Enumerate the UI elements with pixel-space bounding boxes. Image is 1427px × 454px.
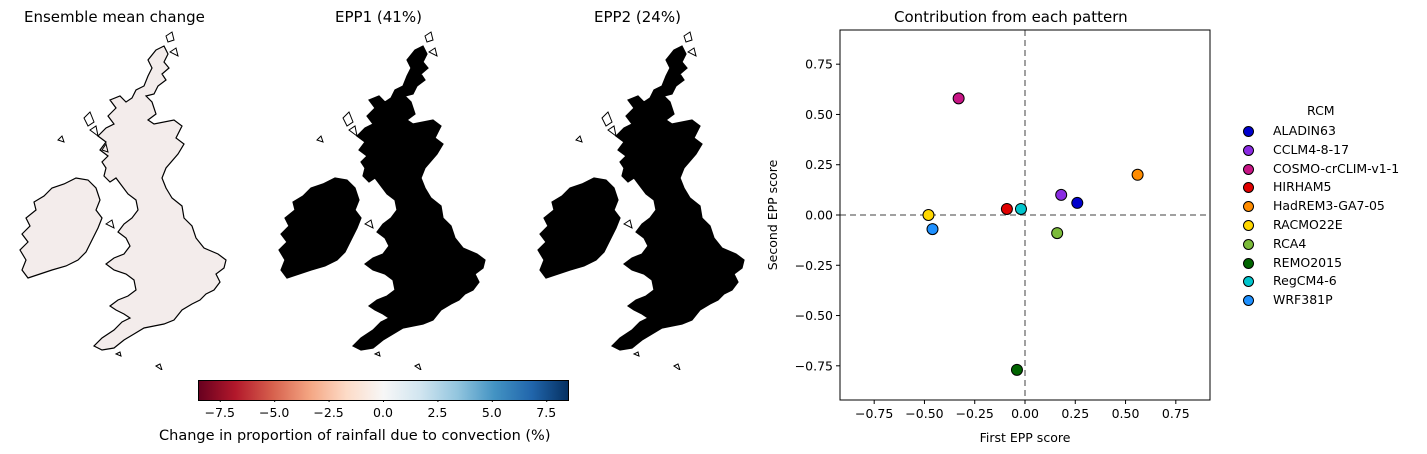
legend-label: HIRHAM5 xyxy=(1273,179,1332,195)
colorbar-tick-label: 0.0 xyxy=(373,405,393,420)
y-tick-label: 0.50 xyxy=(805,107,833,122)
x-tick-label: 0.25 xyxy=(1061,406,1089,421)
x-tick-label: −0.25 xyxy=(956,406,994,421)
x-tick-label: 0.75 xyxy=(1162,406,1190,421)
point-CCLM4-8-17 xyxy=(1055,188,1068,201)
map-title-mean: Ensemble mean change xyxy=(24,8,205,26)
x-tick-label: −0.50 xyxy=(905,406,943,421)
colorbar-tick-label: 2.5 xyxy=(427,405,448,420)
x-axis-label: First EPP score xyxy=(980,430,1071,445)
point-RCA4 xyxy=(1051,227,1064,240)
legend-marker xyxy=(1243,276,1254,288)
legend-marker xyxy=(1243,257,1254,269)
y-tick-label: −0.25 xyxy=(795,258,833,273)
legend-marker xyxy=(1243,220,1254,231)
point-WRF381P xyxy=(926,223,939,236)
legend-label: HadREM3-GA7-05 xyxy=(1273,198,1385,214)
y-tick-label: −0.50 xyxy=(795,308,833,323)
legend-marker xyxy=(1243,163,1254,175)
point-RACMO22E xyxy=(922,209,935,221)
y-tick-label: 0.00 xyxy=(805,208,833,223)
legend-title: RCM xyxy=(1307,103,1335,118)
point-HadREM3-GA7-05 xyxy=(1131,168,1144,181)
map-panels xyxy=(19,31,745,370)
point-RegCM4-6 xyxy=(1014,202,1027,215)
legend-label: ALADIN63 xyxy=(1273,123,1336,138)
legend-label: CCLM4-8-17 xyxy=(1273,141,1350,157)
legend-marker xyxy=(1243,144,1254,156)
y-tick-label: 0.75 xyxy=(805,57,833,72)
colorbar-tick-label: −2.5 xyxy=(313,405,344,420)
legend-label: RCA4 xyxy=(1273,235,1307,251)
map-title-epp1: EPP1 (41%) xyxy=(335,8,422,26)
legend-marker xyxy=(1243,295,1254,307)
legend-label: RegCM4-6 xyxy=(1273,273,1337,289)
legend-marker xyxy=(1243,201,1254,213)
legend-label: REMO2015 xyxy=(1273,254,1343,270)
y-tick-label: 0.25 xyxy=(805,157,833,172)
legend-label: WRF381P xyxy=(1273,292,1333,308)
point-HIRHAM5 xyxy=(1000,202,1013,215)
legend-label: COSMO-crCLIM-v1-1 xyxy=(1273,160,1400,176)
chart-title: Contribution from each pattern xyxy=(894,8,1128,26)
legend-marker xyxy=(1243,182,1254,194)
legend-marker xyxy=(1243,126,1254,137)
point-ALADIN63 xyxy=(1071,196,1084,209)
colorbar-tick-label: 7.5 xyxy=(536,405,557,420)
map-title-epp2: EPP2 (24%) xyxy=(594,8,681,26)
colorbar xyxy=(198,380,569,402)
x-tick-label: −0.75 xyxy=(855,406,893,421)
y-axis-label: Second EPP score xyxy=(765,159,780,270)
scatter-plot: −0.75 −0.50 −0.25 0.00 0.25 0.50 0.75 −0.75 −0.5… xyxy=(765,29,1211,445)
colorbar-tick-label: −7.5 xyxy=(204,405,235,420)
colorbar-tick-label: 5.0 xyxy=(481,405,502,420)
map-epp1 xyxy=(278,31,486,370)
colorbar-tick-label: −5.0 xyxy=(258,405,290,420)
y-tick-label: −0.75 xyxy=(795,358,833,373)
x-tick-label: 0.50 xyxy=(1112,406,1140,421)
map-mean xyxy=(19,31,227,370)
legend-marker xyxy=(1243,238,1254,250)
point-COSMO-crCLIM-v1-1 xyxy=(952,92,965,105)
x-tick-label: 0.00 xyxy=(1011,406,1039,421)
legend-label: RACMO22E xyxy=(1273,217,1343,232)
map-epp2 xyxy=(537,31,745,370)
colorbar-label: Change in proportion of rainfall due to … xyxy=(159,428,551,444)
point-REMO2015 xyxy=(1010,363,1023,376)
